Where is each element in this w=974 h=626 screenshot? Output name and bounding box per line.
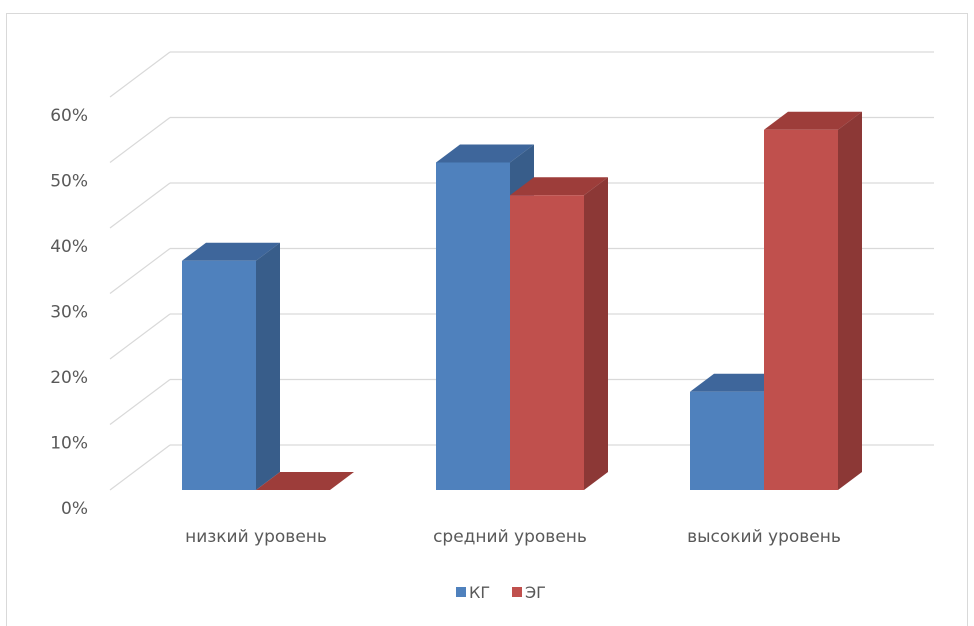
bar-top-face bbox=[510, 177, 608, 196]
y-tick-label: 40% bbox=[50, 237, 88, 257]
y-tick-label: 0% bbox=[61, 499, 88, 519]
bar-ЭГ-1 bbox=[510, 177, 608, 490]
gridline-side bbox=[109, 444, 171, 491]
bar-front-face bbox=[510, 195, 584, 490]
y-axis-ticks: 0% 10% 20% 30% 40% 50% 60% bbox=[50, 106, 88, 519]
gridline-side bbox=[109, 313, 171, 360]
y-tick-label: 10% bbox=[50, 434, 88, 454]
chart-frame bbox=[6, 13, 968, 626]
legend-label: ЭГ bbox=[525, 583, 546, 602]
bar-ЭГ-2 bbox=[764, 111, 862, 490]
bar-top-face bbox=[256, 472, 354, 490]
bar-side-face bbox=[838, 111, 862, 490]
bar-side-face bbox=[584, 177, 608, 490]
gridline-side bbox=[109, 248, 171, 294]
category-labels: низкий уровень средний уровень высокий уро… bbox=[185, 527, 841, 547]
bar-side-face bbox=[256, 242, 280, 490]
gridline-side bbox=[109, 117, 171, 163]
gridline-side bbox=[109, 182, 171, 229]
category-label: высокий уровень bbox=[687, 527, 841, 547]
y-tick-label: 20% bbox=[50, 368, 88, 388]
legend-swatch bbox=[456, 587, 466, 597]
bar-front-face bbox=[764, 129, 838, 490]
category-label: средний уровень bbox=[433, 527, 587, 547]
bar-top-face bbox=[436, 144, 534, 163]
bars bbox=[182, 111, 862, 490]
gridline-side bbox=[109, 379, 171, 425]
legend-label: КГ bbox=[469, 583, 490, 602]
bar-front-face bbox=[690, 391, 764, 490]
y-tick-label: 50% bbox=[50, 172, 88, 192]
bar-top-face bbox=[690, 373, 788, 392]
bar-front-face bbox=[182, 260, 256, 490]
category-label: низкий уровень bbox=[185, 527, 327, 547]
y-tick-label: 30% bbox=[50, 303, 88, 323]
gridline-side bbox=[109, 51, 171, 98]
y-tick-label: 60% bbox=[50, 106, 88, 126]
bar-ЭГ-0 bbox=[256, 472, 354, 490]
bar-top-face bbox=[764, 111, 862, 130]
bar-КГ-0 bbox=[182, 242, 280, 490]
legend-swatch bbox=[512, 587, 522, 597]
bar-front-face bbox=[436, 162, 510, 490]
bar-top-face bbox=[182, 242, 280, 261]
legend: КГ ЭГ bbox=[456, 583, 546, 602]
